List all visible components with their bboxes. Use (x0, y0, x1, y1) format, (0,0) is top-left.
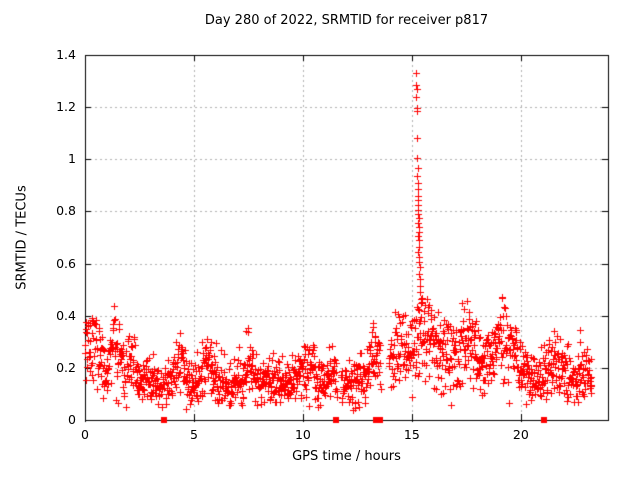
y-tick-label: 0.4 (56, 307, 76, 323)
y-axis-label: SRMTID / TECUs (14, 185, 30, 290)
y-tick-label: 0.6 (56, 255, 76, 271)
x-axis-label: GPS time / hours (292, 449, 401, 464)
x-tick-label: 0 (81, 427, 89, 442)
y-tick-label: 1 (68, 151, 76, 167)
y-tick-label: 1.2 (56, 99, 76, 115)
y-tick-label: 0 (68, 412, 76, 427)
x-tick-label: 20 (512, 427, 529, 442)
chart-title: Day 280 of 2022, SRMTID for receiver p81… (204, 13, 489, 28)
y-tick-label: 0.2 (56, 359, 76, 375)
x-tick-label: 5 (189, 427, 198, 442)
y-tick-label: 0.8 (56, 203, 76, 219)
x-tick-label: 15 (403, 427, 420, 442)
y-tick-label: 1.4 (56, 47, 76, 62)
x-tick-label: 10 (294, 427, 311, 442)
